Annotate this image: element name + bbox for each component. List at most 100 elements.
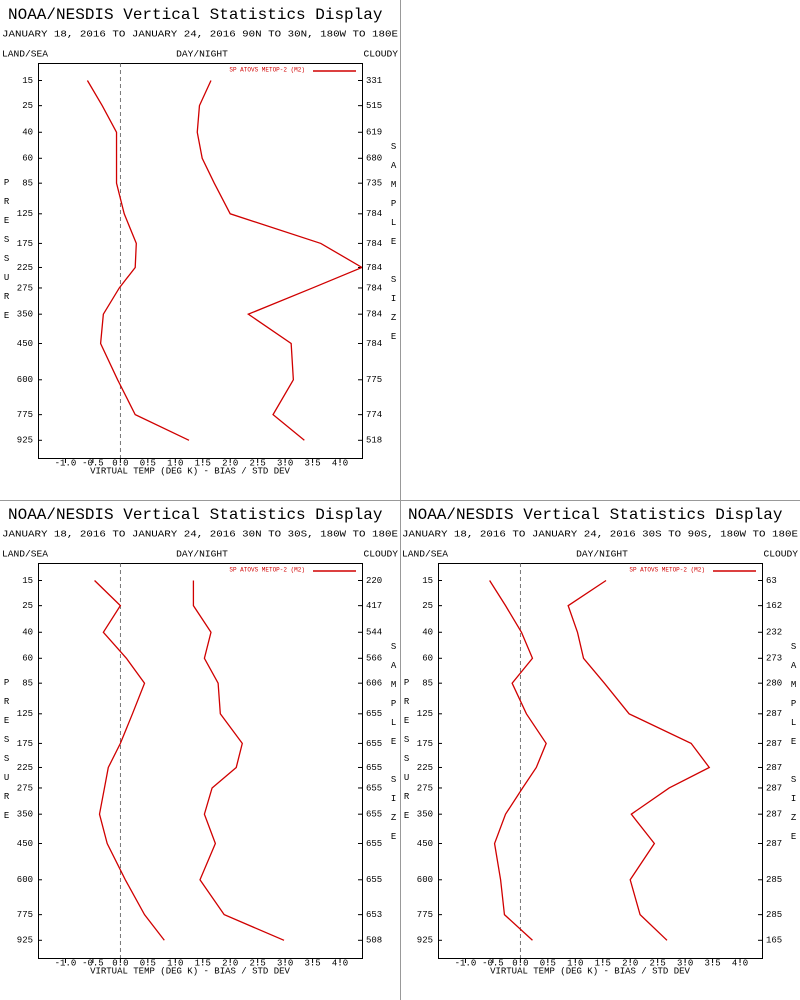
sample-size: 606	[366, 679, 382, 689]
header-label: CLOUDY	[763, 549, 798, 560]
sample-size: 287	[766, 839, 782, 849]
legend-label: SP ATOVS METOP-2 (M2)	[229, 67, 305, 74]
y-tick-label: 15	[422, 576, 433, 586]
x-tick-label: 4.0	[332, 958, 348, 968]
sample-size: 287	[766, 739, 782, 749]
y-tick-label: 275	[17, 283, 33, 293]
sample-size: 544	[366, 628, 382, 638]
y-tick-label: 15	[22, 76, 33, 86]
y-tick-label: 350	[17, 310, 33, 320]
x-tick-label: 2.5	[650, 958, 666, 968]
sample-size: 273	[766, 654, 782, 664]
legend-label: SP ATOVS METOP-2 (M2)	[229, 567, 305, 574]
y-tick-label: 275	[17, 783, 33, 793]
x-tick-label: 0.5	[540, 958, 556, 968]
y-axis-label: PRESSURE	[2, 178, 12, 330]
x-tick-label: 2.0	[622, 958, 638, 968]
sample-size: 287	[766, 783, 782, 793]
y-tick-label: 600	[17, 375, 33, 385]
header-label: DAY/NIGHT	[176, 549, 228, 560]
sample-size: 280	[766, 679, 782, 689]
plot-frame	[38, 563, 363, 959]
y-tick-label: 25	[22, 601, 33, 611]
x-tick-label: 0.0	[112, 458, 128, 468]
y-tick-label: 775	[17, 410, 33, 420]
x-tick-label: 4.0	[732, 958, 748, 968]
y-tick-label: 175	[17, 239, 33, 249]
y-tick-label: 925	[17, 936, 33, 946]
sample-size: 680	[366, 154, 382, 164]
x-tick-label: 0.0	[512, 958, 528, 968]
x-tick-label: 2.0	[222, 958, 238, 968]
std-dev-line	[196, 80, 362, 441]
y2-axis-label: SAMPLE SIZE	[789, 642, 799, 851]
y-tick-label: 600	[17, 875, 33, 885]
x-tick-label: -0.5	[82, 458, 104, 468]
sample-size: 515	[366, 101, 382, 111]
x-tick-label: -1.0	[55, 458, 77, 468]
sample-size: 775	[366, 375, 382, 385]
y-tick-label: 775	[17, 910, 33, 920]
sample-size: 331	[366, 76, 382, 86]
x-tick-label: -1.0	[55, 958, 77, 968]
x-axis-label: VIRTUAL TEMP (DEG K) - BIAS / STD DEV	[90, 466, 290, 476]
bias-line	[94, 580, 165, 941]
x-tick-label: 4.0	[332, 458, 348, 468]
y-axis-label: PRESSURE	[402, 678, 412, 830]
y-tick-label: 60	[22, 654, 33, 664]
sample-size: 653	[366, 910, 382, 920]
plot-frame	[38, 63, 363, 459]
sample-size: 784	[366, 283, 382, 293]
sample-size: 655	[366, 875, 382, 885]
x-tick-label: 2.0	[222, 458, 238, 468]
x-axis-label: VIRTUAL TEMP (DEG K) - BIAS / STD DEV	[90, 966, 290, 976]
y-tick-label: 40	[22, 128, 33, 138]
sample-size: 784	[366, 310, 382, 320]
bias-line	[86, 80, 190, 441]
x-tick-label: 3.5	[304, 458, 320, 468]
header-label: DAY/NIGHT	[576, 549, 628, 560]
sample-size: 655	[366, 739, 382, 749]
std-dev-line	[192, 580, 285, 941]
sample-size: 508	[366, 936, 382, 946]
y-tick-label: 25	[422, 601, 433, 611]
bias-line	[489, 580, 547, 941]
chart-title: NOAA/NESDIS Vertical Statistics Display	[408, 506, 783, 524]
x-tick-label: -1.0	[455, 958, 477, 968]
header-label: CLOUDY	[363, 549, 398, 560]
y-tick-label: 125	[417, 709, 433, 719]
x-tick-label: 1.0	[167, 458, 183, 468]
y-tick-label: 600	[417, 875, 433, 885]
header-label: CLOUDY	[363, 49, 398, 60]
y-tick-label: 60	[22, 154, 33, 164]
y-tick-label: 125	[17, 209, 33, 219]
sample-size: 655	[366, 839, 382, 849]
x-tick-label: -0.5	[82, 958, 104, 968]
y-tick-label: 775	[417, 910, 433, 920]
header-label: LAND/SEA	[2, 49, 48, 60]
sample-size: 784	[366, 239, 382, 249]
sample-size: 287	[766, 709, 782, 719]
panel: NOAA/NESDIS Vertical Statistics Display J…	[402, 506, 799, 976]
x-tick-label: -0.5	[482, 958, 504, 968]
header-label: LAND/SEA	[2, 549, 48, 560]
y-tick-label: 85	[22, 679, 33, 689]
x-tick-label: 3.0	[277, 958, 293, 968]
subtitle: JANUARY 18, 2016 TO JANUARY 24, 2016 90N…	[2, 29, 398, 40]
subtitle: JANUARY 18, 2016 TO JANUARY 24, 2016 30S…	[402, 529, 798, 540]
x-tick-label: 3.5	[304, 958, 320, 968]
y-tick-label: 85	[22, 179, 33, 189]
y-tick-label: 225	[17, 763, 33, 773]
x-tick-label: 1.0	[167, 958, 183, 968]
sample-size: 735	[366, 179, 382, 189]
x-tick-label: 1.0	[567, 958, 583, 968]
sample-size: 417	[366, 601, 382, 611]
sample-size: 287	[766, 810, 782, 820]
y-axis-label: PRESSURE	[2, 678, 12, 830]
plot-frame	[438, 563, 763, 959]
chart-title: NOAA/NESDIS Vertical Statistics Display	[8, 506, 383, 524]
y-tick-label: 125	[17, 709, 33, 719]
sample-size: 784	[366, 339, 382, 349]
sample-size: 566	[366, 654, 382, 664]
subtitle: JANUARY 18, 2016 TO JANUARY 24, 2016 30N…	[2, 529, 398, 540]
